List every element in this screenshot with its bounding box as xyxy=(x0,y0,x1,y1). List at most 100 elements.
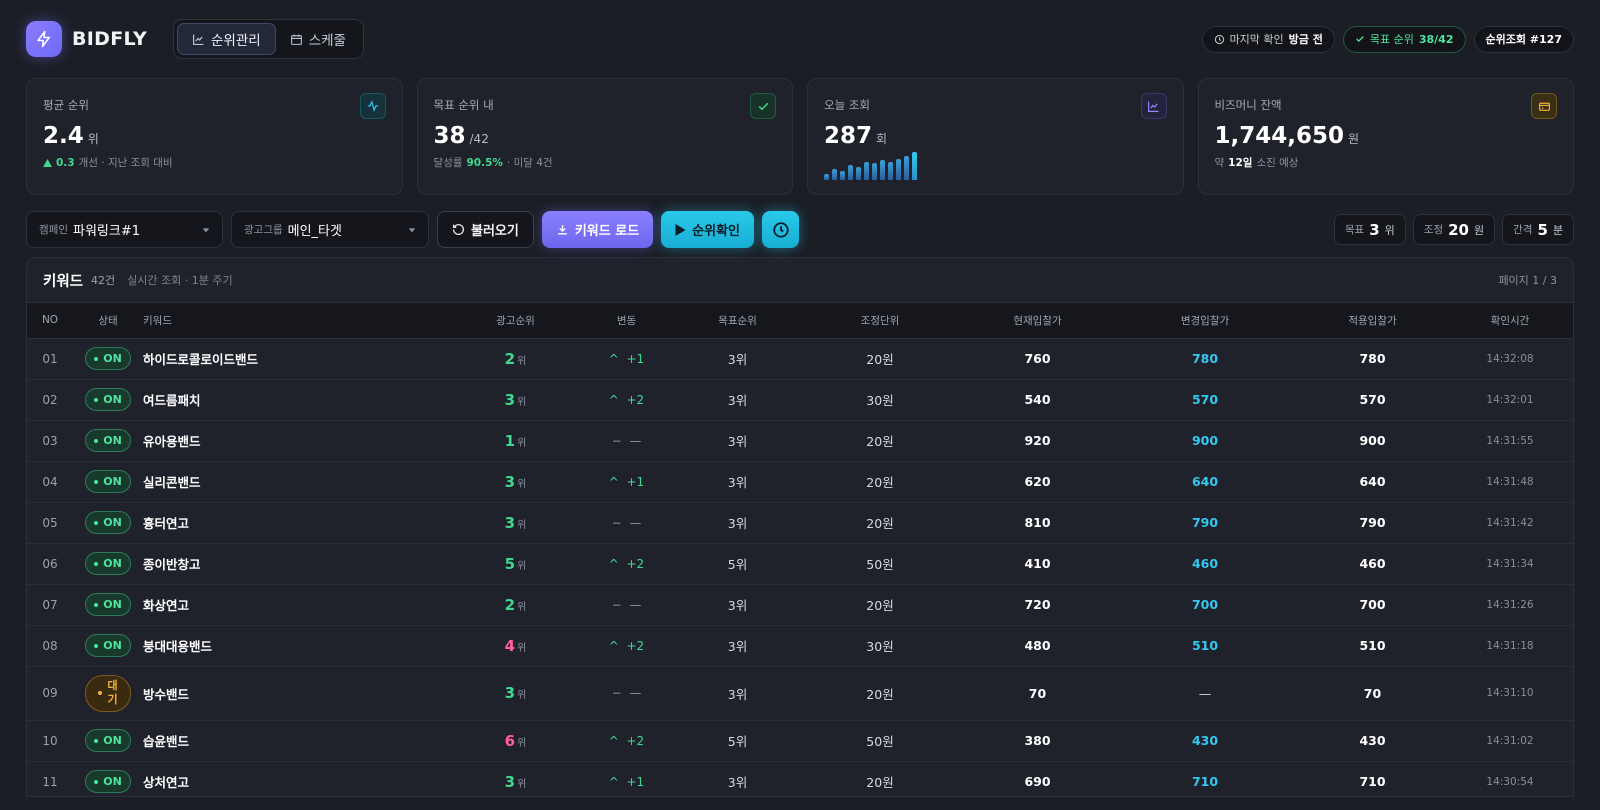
status-text: ON xyxy=(103,734,122,747)
status-badge[interactable]: ON xyxy=(85,470,131,493)
ad-rank-unit: 위 xyxy=(517,560,527,572)
keyword-name[interactable]: 화상연고 xyxy=(143,584,458,626)
status-cell: ON xyxy=(73,720,143,762)
table-row[interactable]: 11 ON 상처연고 3 위 ^ +1 3위 20원 690 710 710 14:30:54 xyxy=(27,761,1573,796)
sparkline-bar xyxy=(824,174,829,180)
rank-change-cell: ^ +1 xyxy=(573,461,680,503)
keyword-name[interactable]: 방수밴드 xyxy=(143,666,458,721)
keyword-name[interactable]: 붕대대용밴드 xyxy=(143,625,458,667)
column-header[interactable]: 목표순위 xyxy=(680,303,795,339)
column-header[interactable]: 확인시간 xyxy=(1445,303,1573,339)
status-badge[interactable]: ON xyxy=(85,770,131,793)
status-badge[interactable]: ON xyxy=(85,388,131,411)
table-row[interactable]: 03 ON 유아용밴드 1 위 − —3위 20원 920 900 900 14:31:55 xyxy=(27,420,1573,462)
target-rank-label: 목표 순위 xyxy=(1369,33,1414,46)
column-header[interactable]: 변동 xyxy=(573,303,680,339)
column-header[interactable]: NO xyxy=(27,303,73,339)
current-bid: 70 xyxy=(965,666,1110,721)
keyword-name[interactable]: 종이반창고 xyxy=(143,543,458,585)
ad-rank-unit: 위 xyxy=(517,478,527,490)
applied-bid: 780 xyxy=(1300,338,1445,380)
chevron-down-icon xyxy=(408,228,416,233)
rank-delta-note: 개선 · 지난 조회 대비 xyxy=(78,157,173,169)
adjust-unit-setting[interactable]: 조정 20 원 xyxy=(1412,214,1496,245)
keyword-name[interactable]: 습윤밴드 xyxy=(143,720,458,762)
sparkline-bar xyxy=(864,162,869,180)
table-row[interactable]: 01 ON 하이드로콜로이드밴드 2 위 ^ +1 3위 20원 760 780 780 14:32:… xyxy=(27,338,1573,380)
status-badge[interactable]: ON xyxy=(85,729,131,752)
dash-icon: − xyxy=(611,515,622,530)
adjust-unit: 50원 xyxy=(795,720,965,762)
keyword-name[interactable]: 상처연고 xyxy=(143,761,458,796)
status-dot xyxy=(94,438,99,443)
check-time: 14:31:55 xyxy=(1445,420,1573,462)
interval-setting[interactable]: 간격 5 분 xyxy=(1502,214,1574,245)
caret-up-icon: ^ xyxy=(608,351,619,366)
keyword-name[interactable]: 여드름패치 xyxy=(143,379,458,421)
column-header[interactable]: 적용입찰가 xyxy=(1300,303,1445,339)
column-header[interactable]: 조정단위 xyxy=(795,303,965,339)
column-header[interactable]: 현재입찰가 xyxy=(965,303,1110,339)
rank-check-button[interactable]: 순위확인 xyxy=(661,211,755,248)
keyword-load-button[interactable]: 키워드 로드 xyxy=(541,211,654,248)
table-row[interactable]: 10 ON 습윤밴드 6 위 ^ +2 5위 50원 380 430 430 14:31:02 xyxy=(27,720,1573,762)
status-badge[interactable]: 대 기 xyxy=(85,674,131,712)
keyword-name[interactable]: 실리콘밴드 xyxy=(143,461,458,503)
status-badge[interactable]: ON xyxy=(85,634,131,657)
applied-bid: 70 xyxy=(1300,666,1445,721)
query-count-label: 순위조회 #127 xyxy=(1485,33,1563,46)
achievement-label: 달성률 xyxy=(433,157,463,169)
ad-rank-unit: 위 xyxy=(517,690,527,701)
status-badge[interactable]: ON xyxy=(85,593,131,616)
status-text: ON xyxy=(103,434,122,447)
table-row[interactable]: 06 ON 종이반창고 5 위 ^ +2 5위 50원 410 460 460 14:31:34 xyxy=(27,543,1573,585)
table-row[interactable]: 04 ON 실리콘밴드 3 위 ^ +1 3위 20원 620 640 640 14:31:48 xyxy=(27,461,1573,503)
tab-schedule[interactable]: 스케줄 xyxy=(276,23,360,55)
table-row[interactable]: 08 ON 붕대대용밴드 4 위 ^ +2 3위 30원 480 510 510 14:31:18 xyxy=(27,625,1573,667)
row-number: 09 xyxy=(27,666,73,721)
status-badge[interactable]: ON xyxy=(85,347,131,370)
status-badge[interactable]: ON xyxy=(85,552,131,575)
card-label: 평균 순위 xyxy=(43,98,89,112)
table-row[interactable]: 02 ON 여드름패치 3 위 ^ +2 3위 30원 540 570 570 14:32:01 xyxy=(27,379,1573,421)
table-row[interactable]: 05 ON 흉터연고 3 위 − —3위 20원 810 790 790 14:31:42 xyxy=(27,502,1573,544)
panel-header: 키워드 42건 실시간 조회 · 1분 주기 페이지 1 / 3 xyxy=(27,258,1573,303)
status-cell: ON xyxy=(73,379,143,421)
lightning-logo-icon[interactable] xyxy=(26,21,62,57)
ad-rank-value: 3 xyxy=(504,390,516,409)
status-badge[interactable]: ON xyxy=(85,429,131,452)
table-row[interactable]: 09 대 기 방수밴드 3 위 − —3위 20원 70—70 14:31:10 xyxy=(27,666,1573,721)
keyword-name[interactable]: 유아용밴드 xyxy=(143,420,458,462)
rank-change-cell: − — xyxy=(573,666,680,721)
top-header: BIDFLY 순위관리 스케줄 마지막 확인 방금 전 목표 순위 xyxy=(26,0,1574,78)
page-indicator: 페이지 1 / 3 xyxy=(1498,274,1557,287)
column-header[interactable]: 키워드 xyxy=(143,303,458,339)
check-icon xyxy=(750,93,776,119)
adgroup-select[interactable]: 광고그룹 메인_타겟 xyxy=(231,211,429,248)
status-dot xyxy=(94,738,99,743)
status-badge[interactable]: ON xyxy=(85,511,131,534)
schedule-clock-button[interactable] xyxy=(762,211,800,248)
ad-rank-value: 1 xyxy=(504,431,516,450)
interval-setting-value: 5 xyxy=(1537,220,1548,239)
campaign-select[interactable]: 캠페인 파워링크#1 xyxy=(26,211,223,248)
within-target-value: 38 xyxy=(433,123,466,149)
bizmoney-unit: 원 xyxy=(1348,132,1360,146)
ad-rank-unit: 위 xyxy=(517,601,527,613)
keyword-count: 42건 xyxy=(91,274,116,287)
column-header[interactable]: 광고순위 xyxy=(458,303,573,339)
keyword-name[interactable]: 하이드로콜로이드밴드 xyxy=(143,338,458,380)
calendar-icon xyxy=(290,34,302,45)
reload-button[interactable]: 불러오기 xyxy=(437,211,534,248)
card-value: 287 회 xyxy=(824,123,1167,149)
keyword-name[interactable]: 흉터연고 xyxy=(143,502,458,544)
rank-change-value: +1 xyxy=(626,774,645,789)
column-header[interactable]: 변경입찰가 xyxy=(1110,303,1300,339)
column-header[interactable]: 상태 xyxy=(73,303,143,339)
table-row[interactable]: 07 ON 화상연고 2 위 − —3위 20원 720 700 700 14:31:26 xyxy=(27,584,1573,626)
card-value: 2.4 위 xyxy=(43,123,386,149)
target-rank-setting[interactable]: 목표 3 위 xyxy=(1333,214,1406,245)
current-bid: 620 xyxy=(965,461,1110,503)
tab-rank-management[interactable]: 순위관리 xyxy=(177,23,276,55)
check-icon xyxy=(1356,36,1364,42)
